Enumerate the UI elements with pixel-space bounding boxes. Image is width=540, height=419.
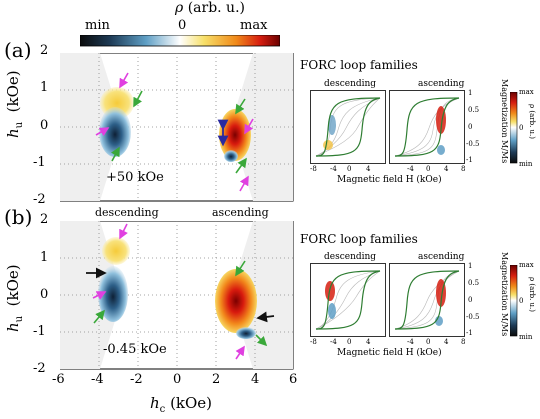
inset-cbar-max: max bbox=[519, 261, 534, 269]
x-axis-label: hc (kOe) bbox=[150, 394, 213, 415]
forc-loop-inset-desc-a bbox=[310, 90, 386, 164]
y-tick: 0 bbox=[40, 118, 49, 133]
forc-loop-inset-desc-b bbox=[310, 263, 386, 337]
panel-b-letter: (b) bbox=[4, 205, 33, 229]
y-tick: -1 bbox=[33, 324, 46, 339]
blue-blob-desc-a bbox=[99, 107, 131, 157]
x-tick: -2 bbox=[130, 372, 143, 387]
green-arrow bbox=[235, 260, 246, 277]
y-axis-label-b: hu (kOe) bbox=[4, 264, 25, 332]
field-annotation-a: +50 kOe bbox=[106, 170, 164, 185]
colorbar-title: ρ (arb. u.) bbox=[175, 0, 245, 16]
magenta-arrow bbox=[239, 175, 249, 192]
y-tick: 1 bbox=[40, 80, 49, 95]
x-tick: 2 bbox=[212, 372, 221, 387]
yellow-blob-desc-b bbox=[102, 237, 130, 265]
green-arrow bbox=[235, 157, 247, 174]
inset-y-tick: 0 bbox=[468, 296, 473, 304]
blue-blob-desc-b bbox=[98, 266, 128, 322]
y-tick: -1 bbox=[33, 155, 46, 170]
inset-title-b: FORC loop families bbox=[300, 232, 418, 246]
forc-plot-a bbox=[60, 53, 294, 202]
colorbar-unit: (arb. u.) bbox=[187, 0, 245, 16]
green-arrow bbox=[235, 98, 246, 115]
inset-cbar-max: max bbox=[519, 88, 534, 96]
inset-y-label-b: Magnetization M/Ms bbox=[500, 252, 509, 337]
colorbar-min-label: min bbox=[85, 18, 110, 33]
inset-asc-title-a: ascending bbox=[418, 79, 465, 89]
inset-colorbar-b bbox=[510, 265, 518, 337]
x-tick: 6 bbox=[289, 372, 298, 387]
inset-cbar-label: ρ (arb. u.) bbox=[528, 277, 536, 312]
inset-x-label-b: Magnetic field H (kOe) bbox=[337, 348, 442, 358]
colorbar-max-label: max bbox=[240, 18, 268, 33]
green-arrow bbox=[110, 146, 120, 162]
inset-desc-title-b: descending bbox=[324, 252, 377, 262]
magenta-arrow bbox=[95, 127, 110, 137]
inset-title-a: FORC loop families bbox=[300, 58, 418, 72]
y-tick: -2 bbox=[33, 192, 46, 207]
y-axis-label-a: hu (kOe) bbox=[4, 70, 25, 138]
magenta-arrow bbox=[119, 72, 129, 89]
inset-asc-title-b: ascending bbox=[418, 252, 465, 262]
panel-a-letter: (a) bbox=[4, 38, 32, 62]
label-ascending: ascending bbox=[212, 206, 269, 219]
magenta-arrow bbox=[244, 118, 254, 135]
magenta-arrow bbox=[235, 345, 245, 360]
y-tick: -2 bbox=[33, 361, 46, 376]
inset-y-tick: -1 bbox=[466, 329, 473, 337]
y-tick: 2 bbox=[40, 212, 49, 227]
colorbar bbox=[80, 35, 280, 47]
inset-y-tick: 0 bbox=[468, 123, 473, 131]
colorbar-zero-label: 0 bbox=[178, 18, 187, 33]
x-tick: -4 bbox=[91, 372, 104, 387]
inset-cbar-min: min bbox=[519, 160, 533, 168]
forc-plot-b bbox=[60, 221, 294, 370]
forc-loop-inset-asc-b bbox=[389, 263, 465, 337]
label-descending: descending bbox=[95, 206, 159, 219]
green-arrow bbox=[255, 334, 268, 347]
inset-y-tick: 0.5 bbox=[468, 279, 480, 287]
inset-y-tick: 1 bbox=[468, 262, 473, 270]
inset-y-tick: 0.5 bbox=[468, 106, 480, 114]
y-tick: 0 bbox=[40, 287, 49, 302]
colorbar-symbol: ρ bbox=[175, 0, 184, 16]
inset-cbar-zero: 0 bbox=[519, 124, 524, 132]
inset-y-tick: -0.5 bbox=[466, 313, 480, 321]
inset-y-tick: -0.5 bbox=[466, 140, 480, 148]
inset-cbar-zero: 0 bbox=[519, 297, 524, 305]
magenta-arrow bbox=[92, 291, 107, 300]
blue-spot-asc-b bbox=[236, 327, 256, 339]
black-arrow bbox=[256, 311, 275, 323]
inset-cbar-min: min bbox=[519, 333, 533, 341]
green-arrow bbox=[93, 309, 106, 324]
inset-cbar-label: ρ (arb. u.) bbox=[528, 104, 536, 139]
inset-y-tick: -1 bbox=[466, 156, 473, 164]
forc-loop-inset-asc-a bbox=[389, 90, 465, 164]
inset-colorbar-a bbox=[510, 92, 518, 164]
inset-desc-title-a: descending bbox=[324, 79, 377, 89]
x-tick: 4 bbox=[251, 372, 260, 387]
inset-y-label-a: Magnetization M/Ms bbox=[500, 79, 509, 164]
y-tick: 1 bbox=[40, 250, 49, 265]
magenta-arrow bbox=[119, 223, 128, 240]
field-annotation-b: -0.45 kOe bbox=[103, 342, 167, 357]
x-tick: -6 bbox=[52, 372, 65, 387]
inset-x-label-a: Magnetic field H (kOe) bbox=[337, 175, 442, 185]
y-tick: 2 bbox=[40, 43, 49, 58]
inset-y-tick: 1 bbox=[468, 89, 473, 97]
green-arrow bbox=[133, 90, 143, 108]
blue-spot-asc-a bbox=[224, 150, 238, 162]
red-blob-asc-b bbox=[215, 269, 257, 333]
x-tick: 0 bbox=[173, 372, 182, 387]
